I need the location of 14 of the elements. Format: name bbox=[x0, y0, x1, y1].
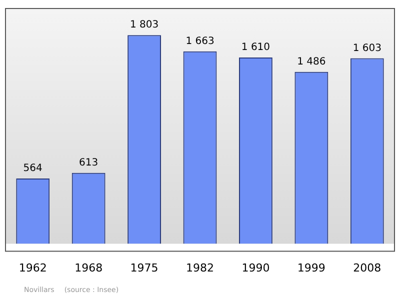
x-tick-label: 1990 bbox=[242, 261, 270, 274]
data-label: 1 803 bbox=[130, 20, 159, 31]
data-label: 1 663 bbox=[186, 36, 214, 47]
data-label: 564 bbox=[23, 163, 42, 174]
data-label: 1 610 bbox=[241, 42, 270, 54]
data-label: 613 bbox=[79, 157, 98, 168]
x-tick-label: 1975 bbox=[130, 261, 158, 274]
x-tick-label: 1999 bbox=[297, 261, 326, 274]
data-label: 1 603 bbox=[352, 42, 382, 54]
x-tick-label: 1962 bbox=[18, 261, 47, 274]
x-tick-label: 1968 bbox=[74, 261, 103, 274]
x-tick-label: 1982 bbox=[186, 261, 214, 274]
x-tick-label: 2008 bbox=[353, 261, 382, 274]
data-label: 1 486 bbox=[297, 56, 326, 68]
